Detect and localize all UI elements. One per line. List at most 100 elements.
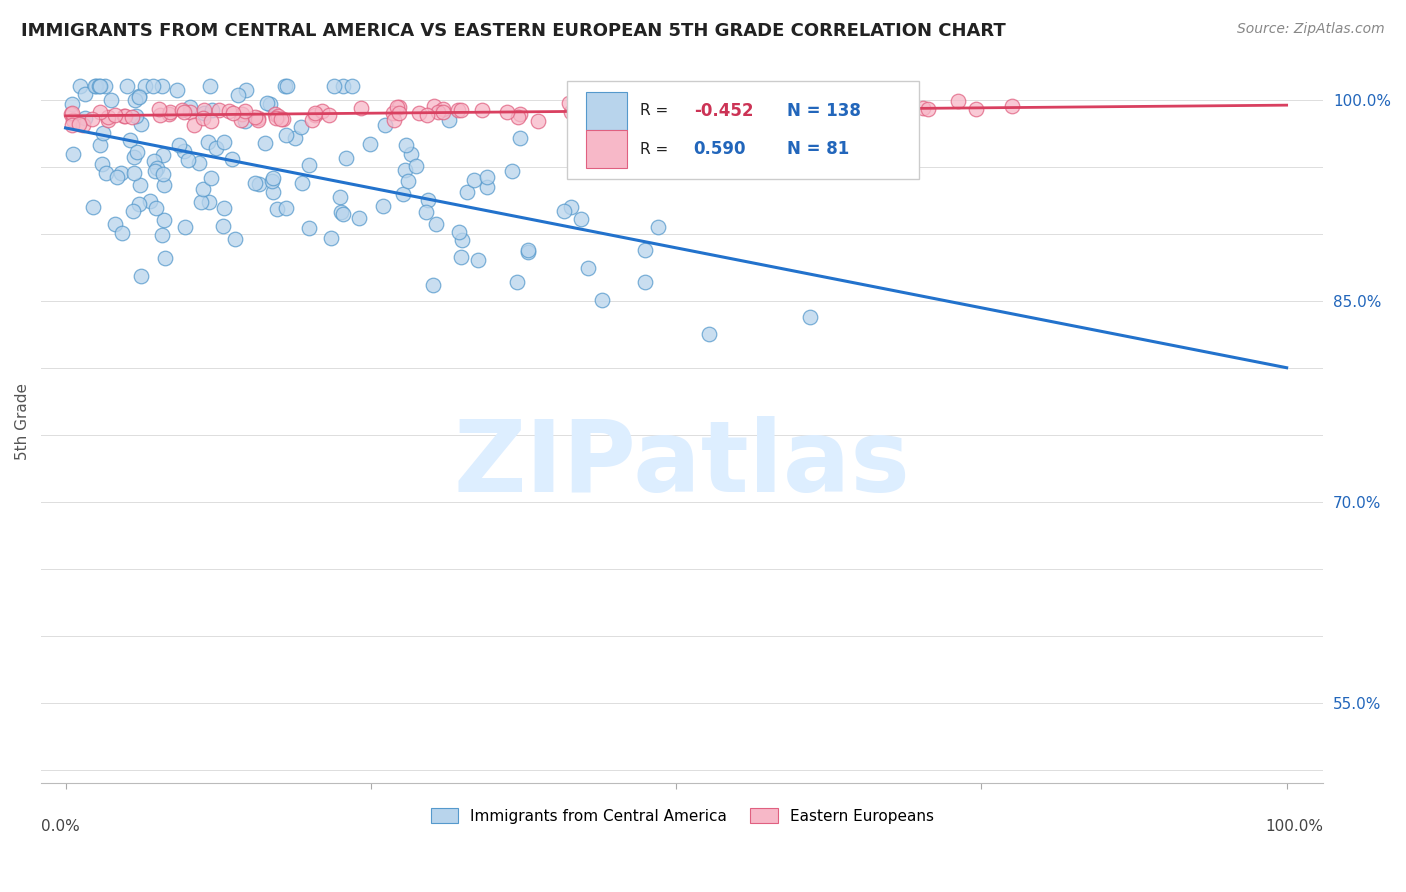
Point	[422, 278, 444, 293]
Point	[463, 172, 485, 186]
Point	[198, 79, 221, 94]
Point	[290, 120, 312, 134]
Text: 0.590: 0.590	[693, 140, 747, 158]
FancyBboxPatch shape	[567, 81, 920, 179]
Point	[509, 106, 531, 120]
Text: 100.0%: 100.0%	[1265, 819, 1323, 834]
Point	[371, 199, 394, 213]
Point	[374, 118, 396, 132]
Point	[304, 108, 326, 122]
Point	[246, 113, 269, 128]
Point	[709, 103, 731, 117]
Point	[104, 218, 127, 232]
Point	[233, 104, 256, 119]
Point	[152, 167, 174, 181]
Point	[516, 243, 538, 257]
Point	[396, 174, 419, 188]
Point	[157, 107, 180, 121]
Point	[262, 170, 284, 185]
Point	[124, 165, 146, 179]
Point	[427, 104, 450, 119]
Point	[82, 200, 104, 214]
Text: N = 138: N = 138	[787, 102, 862, 120]
Point	[647, 220, 669, 235]
Point	[97, 111, 120, 125]
Point	[381, 106, 404, 120]
Point	[311, 104, 333, 119]
Point	[634, 275, 657, 289]
Point	[183, 118, 205, 132]
Point	[142, 154, 165, 169]
Point	[112, 109, 135, 123]
Point	[200, 114, 222, 128]
Point	[329, 189, 352, 203]
Point	[405, 159, 427, 173]
Point	[752, 103, 775, 118]
Point	[208, 103, 231, 118]
Legend: Immigrants from Central America, Eastern Europeans: Immigrants from Central America, Eastern…	[425, 802, 941, 830]
Point	[67, 117, 90, 131]
Point	[259, 97, 281, 112]
Point	[699, 326, 721, 341]
Point	[89, 105, 111, 120]
Point	[97, 113, 120, 128]
Point	[124, 109, 146, 123]
Point	[318, 108, 340, 122]
Point	[276, 202, 298, 216]
Point	[332, 207, 354, 221]
Point	[187, 155, 209, 169]
Point	[423, 98, 446, 112]
Point	[150, 227, 173, 242]
Point	[150, 79, 173, 94]
Point	[145, 201, 167, 215]
Point	[471, 103, 494, 117]
Point	[1001, 99, 1024, 113]
Point	[340, 79, 363, 94]
Point	[198, 194, 221, 209]
Point	[139, 194, 162, 208]
Point	[193, 103, 215, 118]
Point	[231, 107, 253, 121]
Point	[127, 145, 149, 159]
Point	[172, 103, 194, 118]
Point	[89, 137, 111, 152]
Point	[447, 103, 470, 117]
Y-axis label: 5th Grade: 5th Grade	[15, 383, 30, 460]
Point	[274, 79, 297, 94]
Point	[553, 203, 575, 218]
Point	[159, 105, 181, 120]
Text: IMMIGRANTS FROM CENTRAL AMERICA VS EASTERN EUROPEAN 5TH GRADE CORRELATION CHART: IMMIGRANTS FROM CENTRAL AMERICA VS EASTE…	[21, 22, 1005, 40]
Point	[128, 196, 150, 211]
Point	[212, 219, 235, 233]
Point	[111, 227, 134, 241]
Point	[104, 108, 127, 122]
Point	[301, 113, 323, 128]
Point	[304, 106, 326, 120]
Point	[80, 112, 103, 126]
Point	[243, 176, 266, 190]
Point	[100, 93, 122, 107]
Point	[527, 113, 550, 128]
Point	[229, 113, 252, 128]
Point	[569, 212, 592, 227]
Text: -0.452: -0.452	[693, 102, 754, 120]
Point	[432, 105, 454, 120]
Point	[222, 105, 245, 120]
Point	[917, 102, 939, 116]
Point	[191, 112, 214, 126]
Point	[197, 135, 219, 149]
Text: 0.0%: 0.0%	[41, 819, 80, 834]
Point	[224, 231, 246, 245]
Point	[450, 250, 472, 264]
Point	[262, 186, 284, 200]
Point	[267, 109, 290, 123]
Point	[349, 211, 371, 226]
Point	[298, 221, 321, 235]
Point	[385, 100, 408, 114]
Point	[193, 105, 215, 120]
Point	[190, 195, 212, 210]
Point	[173, 219, 195, 234]
Point	[173, 144, 195, 158]
Point	[247, 177, 270, 191]
Point	[128, 89, 150, 103]
